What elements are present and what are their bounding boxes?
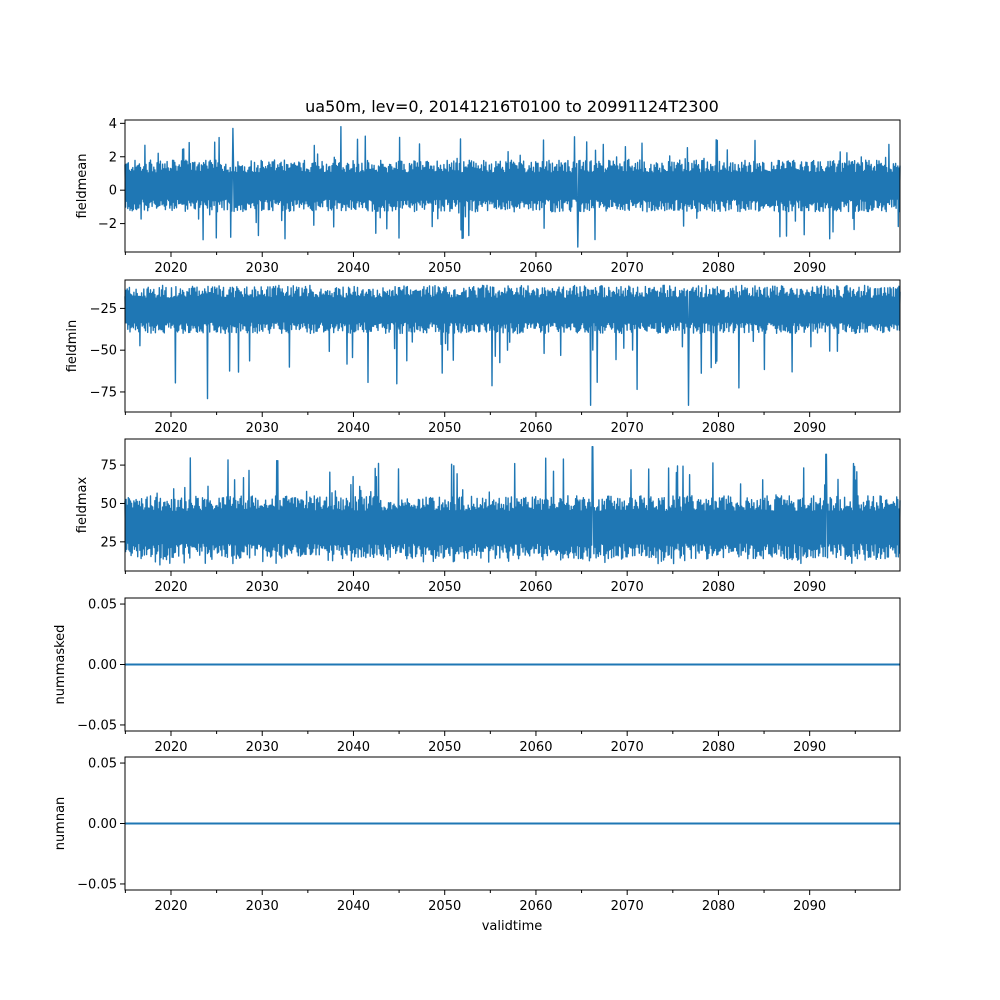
y-tick-label: −0.05 bbox=[77, 718, 117, 733]
y-tick-label: 0.05 bbox=[88, 598, 117, 613]
panel-nummasked: 2020 2030 2040 2050 2060 2070 2080 2090 −0.05 0.0… bbox=[53, 597, 901, 755]
y-tick-label: 25 bbox=[100, 535, 117, 550]
x-tick-label: 2090 bbox=[793, 899, 826, 914]
chart-title: ua50m, lev=0, 20141216T0100 to 20991124T… bbox=[305, 97, 719, 116]
x-tick-label: 2080 bbox=[702, 740, 735, 755]
x-tick-label: 2050 bbox=[428, 899, 461, 914]
x-tick-label: 2090 bbox=[793, 421, 826, 436]
x-tick-label: 2040 bbox=[337, 899, 370, 914]
axes-frame bbox=[124, 119, 901, 253]
x-tick-label: 2030 bbox=[246, 899, 279, 914]
y-tick-label: −25 bbox=[90, 302, 117, 317]
x-tick-label: 2020 bbox=[154, 899, 187, 914]
x-tick-label: 2020 bbox=[154, 261, 187, 276]
y-tick-label: 75 bbox=[100, 459, 117, 474]
y-tick-label: 0.05 bbox=[88, 757, 117, 772]
y-tick-label: −50 bbox=[90, 344, 117, 359]
y-tick-label: 0 bbox=[109, 184, 117, 199]
x-tick-label: 2070 bbox=[611, 421, 644, 436]
x-tick-label: 2030 bbox=[246, 740, 279, 755]
series-line-fieldmin bbox=[124, 284, 901, 406]
y-tick-label: 0.00 bbox=[88, 658, 117, 673]
x-tick-label: 2070 bbox=[611, 899, 644, 914]
x-tick-label: 2030 bbox=[246, 421, 279, 436]
x-tick-label: 2060 bbox=[519, 740, 552, 755]
panel-numnan: 2020 2030 2040 2050 2060 2070 2080 2090 −0.05 0.0… bbox=[53, 756, 901, 914]
x-tick-label: 2050 bbox=[428, 580, 461, 595]
x-tick-label: 2020 bbox=[154, 421, 187, 436]
x-tick-label: 2050 bbox=[428, 261, 461, 276]
x-tick-label: 2090 bbox=[793, 580, 826, 595]
x-tick-label: 2080 bbox=[702, 580, 735, 595]
y-tick-label: 4 bbox=[109, 117, 117, 132]
y-tick-label: 2 bbox=[109, 150, 117, 165]
y-axis-label: fieldmean bbox=[75, 154, 90, 219]
x-tick-label: 2030 bbox=[246, 580, 279, 595]
y-tick-label: −0.05 bbox=[77, 877, 117, 892]
x-tick-label: 2060 bbox=[519, 580, 552, 595]
x-tick-label: 2090 bbox=[793, 261, 826, 276]
y-tick-label: −75 bbox=[90, 385, 117, 400]
y-tick-label: 0.00 bbox=[88, 817, 117, 832]
x-tick-label: 2060 bbox=[519, 899, 552, 914]
x-tick-label: 2070 bbox=[611, 740, 644, 755]
x-tick-label: 2080 bbox=[702, 899, 735, 914]
x-tick-label: 2050 bbox=[428, 421, 461, 436]
x-tick-label: 2060 bbox=[519, 421, 552, 436]
x-tick-label: 2060 bbox=[519, 261, 552, 276]
x-axis-label: validtime bbox=[482, 919, 543, 934]
x-tick-label: 2070 bbox=[611, 261, 644, 276]
x-tick-label: 2050 bbox=[428, 740, 461, 755]
x-tick-label: 2040 bbox=[337, 740, 370, 755]
axes-frame bbox=[124, 438, 901, 572]
series-line-fieldmean bbox=[124, 126, 901, 248]
x-tick-label: 2040 bbox=[337, 261, 370, 276]
y-tick-label: −2 bbox=[98, 217, 117, 232]
panel-fieldmin: 2020 2030 2040 2050 2060 2070 2080 2090 −75 −50 −2… bbox=[65, 279, 901, 436]
y-axis-label: numnan bbox=[53, 797, 68, 851]
x-tick-label: 2080 bbox=[702, 421, 735, 436]
x-tick-label: 2040 bbox=[337, 580, 370, 595]
x-tick-label: 2090 bbox=[793, 740, 826, 755]
series-line-fieldmax bbox=[124, 446, 901, 566]
x-tick-label: 2020 bbox=[154, 740, 187, 755]
panel-fieldmax: 2020 2030 2040 2050 2060 2070 2080 2090 25 50 75 fi… bbox=[75, 438, 901, 595]
panel-fieldmean: 2020 2030 2040 2050 2060 2070 2080 2090 −2 0 2 4 fie… bbox=[75, 117, 901, 276]
x-tick-label: 2080 bbox=[702, 261, 735, 276]
y-axis-label: fieldmax bbox=[75, 477, 90, 534]
x-tick-label: 2070 bbox=[611, 580, 644, 595]
axes-frame bbox=[124, 279, 901, 413]
y-axis-label: nummasked bbox=[53, 625, 68, 705]
x-tick-label: 2020 bbox=[154, 580, 187, 595]
y-tick-label: 50 bbox=[100, 497, 117, 512]
x-tick-label: 2040 bbox=[337, 421, 370, 436]
y-axis-label: fieldmin bbox=[65, 320, 80, 373]
x-tick-label: 2030 bbox=[246, 261, 279, 276]
